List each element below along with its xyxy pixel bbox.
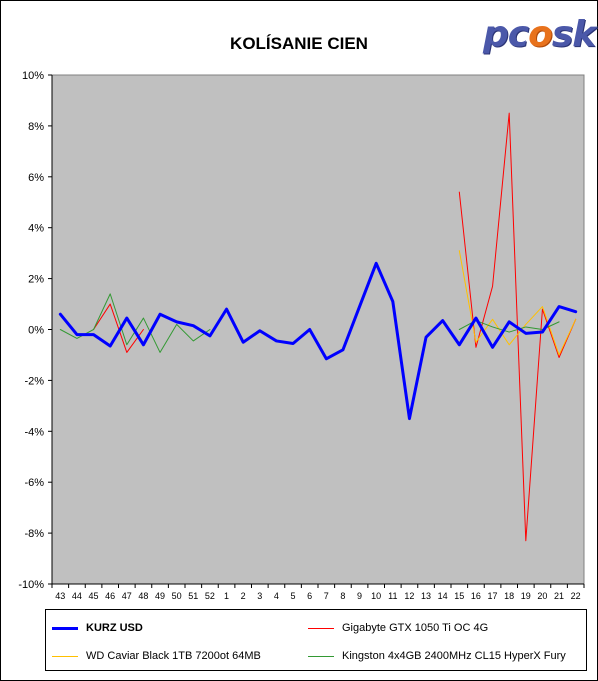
legend-label: WD Caviar Black 1TB 7200ot 64MB <box>86 650 261 662</box>
x-tick-label: 6 <box>307 591 312 601</box>
y-tick-label: -2% <box>24 375 44 387</box>
x-tick-label: 2 <box>241 591 246 601</box>
legend-label: Kingston 4x4GB 2400MHz CL15 HyperX Fury <box>342 650 566 662</box>
legend-label: KURZ USD <box>86 622 143 634</box>
legend-item-kurz-usd: KURZ USD <box>52 622 143 634</box>
x-tick-label: 17 <box>488 591 498 601</box>
x-tick-label: 16 <box>471 591 481 601</box>
x-tick-label: 43 <box>55 591 65 601</box>
legend-item-wd-caviar: WD Caviar Black 1TB 7200ot 64MB <box>52 650 261 662</box>
legend-swatch <box>308 627 334 629</box>
x-tick-label: 52 <box>205 591 215 601</box>
x-tick-label: 8 <box>340 591 345 601</box>
x-tick-label: 10 <box>371 591 381 601</box>
x-tick-label: 49 <box>155 591 165 601</box>
chart-legend: KURZ USD Gigabyte GTX 1050 Ti OC 4G WD C… <box>45 609 587 671</box>
x-tick-label: 19 <box>521 591 531 601</box>
x-tick-label: 4 <box>274 591 279 601</box>
x-tick-label: 13 <box>421 591 431 601</box>
y-tick-label: 4% <box>28 223 44 235</box>
legend-item-kingston: Kingston 4x4GB 2400MHz CL15 HyperX Fury <box>308 650 566 662</box>
legend-item-gigabyte: Gigabyte GTX 1050 Ti OC 4G <box>308 622 488 634</box>
x-tick-label: 47 <box>122 591 132 601</box>
x-tick-label: 46 <box>105 591 115 601</box>
x-tick-label: 22 <box>571 591 581 601</box>
legend-swatch <box>308 655 334 657</box>
x-tick-label: 45 <box>89 591 99 601</box>
x-tick-label: 14 <box>438 591 448 601</box>
y-tick-label: -4% <box>24 426 44 438</box>
y-tick-label: -6% <box>24 477 44 489</box>
y-tick-label: 6% <box>28 172 44 184</box>
y-tick-label: 0% <box>28 325 44 337</box>
x-tick-label: 5 <box>291 591 296 601</box>
y-tick-label: -10% <box>18 579 44 591</box>
chart-title: KOLÍSANIE CIEN <box>230 34 368 53</box>
x-tick-label: 48 <box>138 591 148 601</box>
series-line-2 <box>458 250 577 356</box>
legend-swatch <box>52 626 78 630</box>
legend-swatch <box>52 655 78 657</box>
y-tick-label: -8% <box>24 528 44 540</box>
x-tick-label: 51 <box>188 591 198 601</box>
x-tick-label: 3 <box>257 591 262 601</box>
x-tick-label: 11 <box>388 591 397 601</box>
x-tick-label: 1 <box>224 591 229 601</box>
x-tick-label: 50 <box>172 591 182 601</box>
logo-flame-letter: o <box>528 14 553 55</box>
series-line-0 <box>58 261 578 421</box>
x-tick-label: 20 <box>537 591 547 601</box>
legend-label: Gigabyte GTX 1050 Ti OC 4G <box>342 622 489 634</box>
x-tick-label: 7 <box>324 591 329 601</box>
x-tick-label: 21 <box>554 591 564 601</box>
x-tick-label: 18 <box>504 591 514 601</box>
x-tick-label: 15 <box>454 591 464 601</box>
y-tick-label: 10% <box>22 70 44 82</box>
plot-area <box>51 74 585 585</box>
logo-text-post: sk <box>551 14 596 55</box>
logo-text-pre: pc <box>483 14 529 55</box>
x-tick-label: 9 <box>357 591 362 601</box>
x-tick-label: 44 <box>72 591 82 601</box>
x-tick-label: 12 <box>404 591 414 601</box>
y-tick-label: 2% <box>28 274 44 286</box>
y-tick-label: 8% <box>28 121 44 133</box>
brand-logo: pcosk <box>483 14 596 55</box>
